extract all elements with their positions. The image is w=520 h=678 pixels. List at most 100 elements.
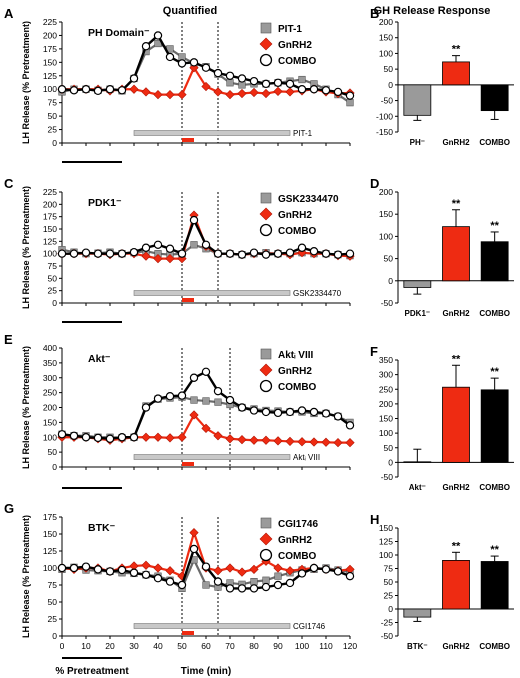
data-point-square [274, 572, 282, 580]
bar [442, 61, 470, 86]
data-point-diamond [201, 81, 211, 92]
category-label: GnRH2 [442, 642, 470, 651]
data-point-circle [309, 563, 319, 573]
y-tick-label: 75 [48, 98, 58, 108]
y-tick-label: 250 [43, 388, 57, 398]
data-point-circle [117, 565, 127, 575]
x-tick-label: 70 [225, 641, 235, 651]
data-point-circle [297, 85, 307, 94]
bar [403, 280, 432, 288]
y-tick-label: 150 [379, 33, 393, 43]
category-label: COMBO [479, 138, 510, 147]
data-point-circle [201, 562, 211, 571]
bar [442, 386, 470, 463]
data-point-circle [273, 580, 283, 590]
y-tick-label: 0 [52, 138, 57, 148]
y-tick-label: -100 [376, 111, 393, 121]
data-point-circle [285, 578, 295, 588]
line-panel-e: E 0 50 100 150 200 250 300 350 400 LH Release (% P… [4, 332, 355, 472]
y-tick-label: 150 [43, 529, 57, 539]
data-point-diamond [165, 433, 175, 443]
data-point-diamond [285, 87, 295, 97]
data-point-diamond [165, 89, 175, 100]
y-tick-label: -50 [381, 96, 394, 106]
data-point-square [190, 241, 198, 249]
data-point-diamond [177, 89, 187, 100]
data-point-circle [261, 79, 271, 89]
gnrh2-treatment-bar [182, 462, 194, 466]
data-point-square [202, 581, 210, 589]
drug-treatment-label: CGI1746 [293, 622, 326, 631]
drug-treatment-label: Aktᵢ VIII [293, 453, 320, 462]
data-point-diamond [165, 253, 175, 264]
data-point-circle [69, 431, 79, 440]
y-tick-label: 0 [52, 631, 57, 641]
y-tick-label: 175 [43, 44, 57, 54]
data-point-circle [69, 249, 79, 258]
y-tick-label: 125 [43, 236, 57, 246]
header-right: GH Release Response [374, 5, 491, 17]
data-point-diamond [213, 431, 223, 441]
data-point-circle [249, 248, 259, 257]
panel-letter: A [4, 6, 14, 21]
legend-entry: COMBO [278, 551, 317, 562]
data-point-diamond [153, 89, 163, 100]
y-tick-label: 350 [43, 358, 57, 368]
data-point-square [346, 99, 354, 107]
significance-label: ** [490, 220, 499, 232]
data-point-circle [105, 434, 115, 443]
category-label: COMBO [479, 483, 510, 492]
y-tick-label: 50 [48, 111, 58, 121]
data-point-circle [201, 367, 211, 376]
data-point-circle [237, 74, 247, 83]
y-tick-label: 100 [379, 231, 393, 241]
data-point-circle [189, 544, 199, 554]
y-tick-label: 400 [43, 343, 57, 353]
x-tick-label: 110 [319, 641, 333, 651]
legend-diamond-icon [259, 207, 273, 221]
legend-entry: GnRH2 [278, 535, 312, 546]
data-point-circle [237, 403, 247, 412]
data-point-circle [177, 59, 187, 68]
data-point-circle [249, 406, 259, 415]
y-tick-label: 25 [48, 286, 58, 296]
data-point-circle [141, 42, 151, 51]
y-tick-label: 200 [43, 403, 57, 413]
data-point-circle [141, 570, 151, 580]
y-tick-label: 50 [48, 273, 58, 283]
gnrh2-treatment-bar [182, 138, 194, 142]
x-tick-label: 20 [105, 641, 115, 651]
drug-treatment-label: GSK2334470 [293, 289, 342, 298]
data-point-circle [165, 391, 175, 401]
data-point-circle [153, 240, 163, 249]
category-label: PH⁻ [410, 138, 425, 147]
data-point-circle [249, 584, 259, 593]
significance-label: ** [490, 544, 499, 556]
data-point-circle [201, 240, 211, 249]
data-point-circle [297, 569, 307, 578]
y-tick-label: 150 [379, 209, 393, 219]
y-tick-label: -50 [381, 472, 394, 482]
data-point-diamond [237, 435, 247, 445]
y-axis-label: LH Release (% Pretreatment) [21, 515, 31, 638]
y-tick-label: 75 [48, 580, 58, 590]
x-tick-label: 0 [60, 641, 65, 651]
line-panel-a: A 0 25 50 75 100 125 150 175 200 225 LH Release (% … [4, 6, 355, 148]
y-tick-label: 100 [379, 550, 393, 560]
y-axis-label: LH Release (% Pretreatment) [21, 21, 31, 144]
data-point-diamond [285, 566, 295, 576]
data-point-circle [285, 79, 295, 89]
data-point-diamond [153, 253, 163, 264]
line-panel-c: C 0 25 50 75 100 125 150 175 200 225 LH Release (% … [4, 176, 355, 309]
legend-entry: PIT-1 [278, 24, 302, 35]
data-point-circle [153, 574, 163, 583]
y-tick-label: 125 [43, 71, 57, 81]
y-tick-label: 0 [388, 457, 393, 467]
legend-entry: GnRH2 [278, 210, 312, 221]
data-point-circle [297, 243, 307, 252]
legend-entry: GnRH2 [278, 366, 312, 377]
data-point-circle [189, 373, 199, 382]
x-axis-label-left: % Pretreatment [55, 666, 129, 677]
